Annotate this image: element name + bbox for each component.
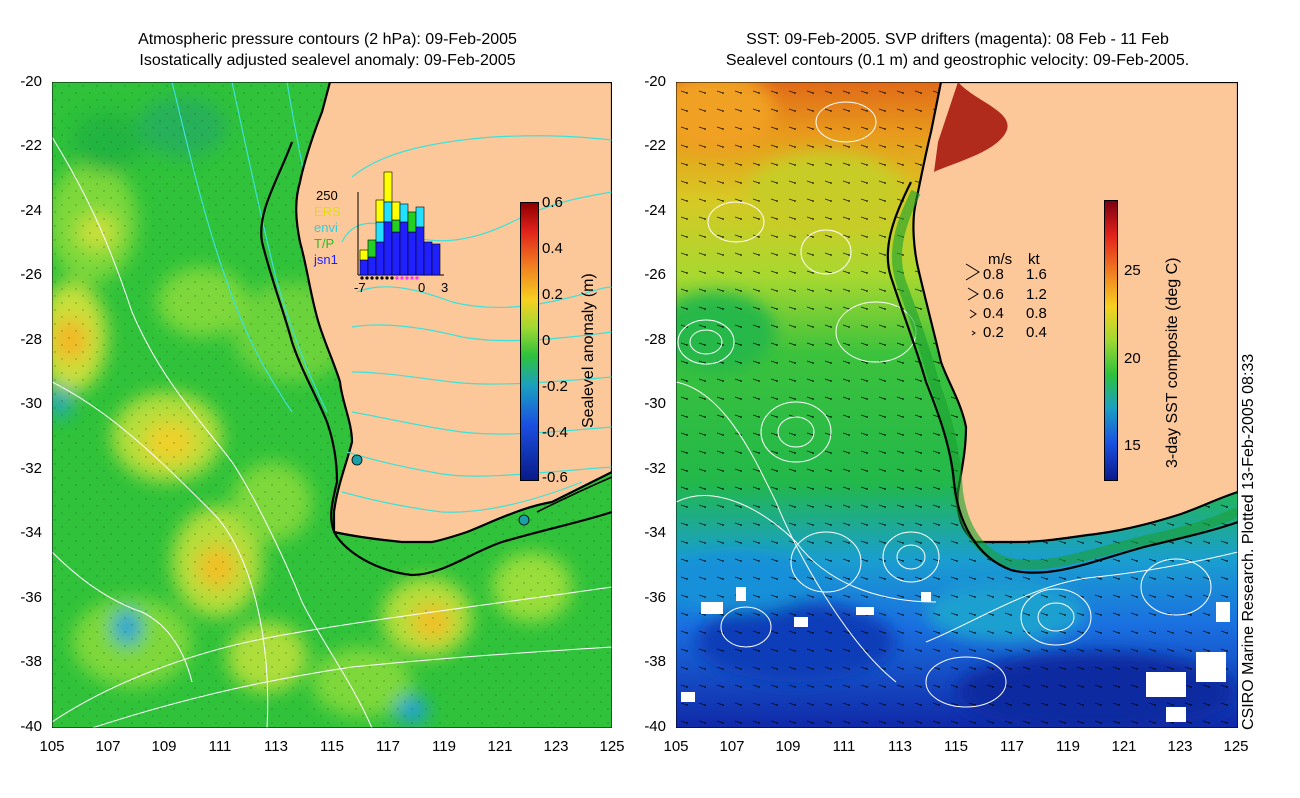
left-title-line2: Isostatically adjusted sealevel anomaly:… [139, 52, 516, 69]
velocity-ms: 0.2 [983, 324, 1004, 341]
lon-tick: 105 [39, 738, 65, 755]
lat-tick: -32 [20, 460, 42, 477]
lat-tick: -30 [20, 395, 42, 412]
right-title-line1: SST: 09-Feb-2005. SVP drifters (magenta)… [746, 31, 1169, 48]
velocity-ms: 0.4 [983, 305, 1004, 322]
sst-colorbar [1104, 200, 1118, 481]
lat-tick-right: -20 [644, 73, 666, 90]
lat-tick-right: -38 [644, 653, 666, 670]
right-title-line2: Sealevel contours (0.1 m) and geostrophi… [725, 52, 1190, 69]
lon-tick-right: 123 [1167, 738, 1193, 755]
lon-tick-right: 105 [663, 738, 689, 755]
velocity-kt: 1.6 [1026, 266, 1047, 283]
lon-tick: 121 [487, 738, 513, 755]
island-marker [351, 454, 363, 466]
lon-tick: 123 [543, 738, 569, 755]
left-map-panel: 250 ERS envi T/P jsn1 -7 0 3 0.6 0.4 0.2… [52, 82, 612, 728]
lon-tick: 117 [376, 738, 400, 755]
lat-tick: -34 [20, 524, 42, 541]
lon-tick-right: 113 [888, 738, 912, 755]
lat-tick: -24 [20, 202, 42, 219]
cbar-tick: 0 [542, 332, 551, 349]
lat-tick-right: -28 [644, 331, 666, 348]
inset-x-tick: -7 [354, 280, 366, 295]
lat-tick: -38 [20, 653, 42, 670]
lat-tick: -20 [20, 73, 42, 90]
velocity-header-kt: kt [1028, 251, 1040, 268]
inset-legend-ers: ERS [314, 204, 341, 219]
lon-tick: 109 [151, 738, 177, 755]
inset-x-tick: 0 [418, 280, 426, 295]
sealevel-colorbar-label: Sealevel anomaly (m) [580, 273, 597, 428]
lon-tick-right: 115 [944, 738, 968, 755]
lon-tick: 107 [95, 738, 121, 755]
velocity-ms: 0.8 [983, 266, 1004, 283]
sealevel-contours [676, 101, 1238, 708]
sst-map [676, 82, 1238, 728]
velocity-kt: 0.4 [1026, 324, 1047, 341]
cbar-tick: 0.4 [542, 240, 563, 257]
lon-tick-right: 121 [1111, 738, 1137, 755]
lon-tick-right: 109 [775, 738, 801, 755]
lat-tick-right: -26 [644, 266, 666, 283]
lat-tick: -28 [20, 331, 42, 348]
left-title-line1: Atmospheric pressure contours (2 hPa): 0… [138, 31, 517, 48]
inset-x-tick: 3 [441, 280, 449, 295]
cbar-tick: -0.4 [542, 424, 568, 441]
credit-text: CSIRO Marine Research. Plotted 13-Feb-20… [1240, 353, 1257, 730]
lat-tick: -22 [20, 137, 42, 154]
velocity-kt: 1.2 [1026, 286, 1047, 303]
lat-tick-right: -36 [644, 589, 666, 606]
right-map-panel: m/s kt 0.8 1.6 0.6 1.2 0.4 0.8 0.2 0.4 2… [676, 82, 1238, 728]
cbar-tick: -0.2 [542, 378, 568, 395]
sst-colorbar-label: 3-day SST composite (deg C) [1164, 257, 1181, 468]
lon-tick-right: 111 [832, 738, 856, 755]
cbar-tick: 0.2 [542, 286, 563, 303]
lon-tick-right: 125 [1223, 738, 1249, 755]
land-contours [341, 135, 612, 513]
bathymetry-line-sst [886, 181, 1238, 574]
lat-tick: -36 [20, 589, 42, 606]
lon-tick-right: 117 [1000, 738, 1024, 755]
cbar-tick: -0.6 [542, 469, 568, 486]
lat-tick-right: -40 [644, 718, 666, 735]
inset-legend-envi: envi [314, 220, 338, 235]
lon-tick-right: 119 [1056, 738, 1080, 755]
lat-tick: -26 [20, 266, 42, 283]
lat-tick-right: -32 [644, 460, 666, 477]
lon-tick-right: 107 [719, 738, 745, 755]
lon-tick: 119 [432, 738, 456, 755]
inset-y-tick: 250 [316, 188, 338, 203]
lon-tick: 111 [208, 738, 232, 755]
lat-tick: -40 [20, 718, 42, 735]
lon-tick: 115 [320, 738, 344, 755]
velocity-header-ms: m/s [988, 251, 1013, 268]
island-marker [518, 514, 530, 526]
bathymetry-line [260, 141, 612, 577]
sst-cbar-tick: 20 [1124, 350, 1141, 367]
lat-tick-right: -24 [644, 202, 666, 219]
sst-cbar-tick: 15 [1124, 437, 1141, 454]
lon-tick: 125 [599, 738, 625, 755]
sst-cbar-tick: 25 [1124, 262, 1141, 279]
inset-legend-jsn1: jsn1 [314, 252, 338, 267]
lat-tick-right: -34 [644, 524, 666, 541]
lat-tick-right: -22 [644, 137, 666, 154]
cloud-gaps [681, 587, 1230, 722]
cbar-tick: 0.6 [542, 194, 563, 211]
australia-landmass-sst [912, 82, 1238, 544]
inset-legend-tp: T/P [314, 236, 335, 251]
sealevel-colorbar [520, 202, 539, 481]
velocity-kt: 0.8 [1026, 305, 1047, 322]
lat-tick-right: -30 [644, 395, 666, 412]
pressure-contours [52, 136, 612, 728]
lon-tick: 113 [264, 738, 288, 755]
velocity-ms: 0.6 [983, 286, 1004, 303]
